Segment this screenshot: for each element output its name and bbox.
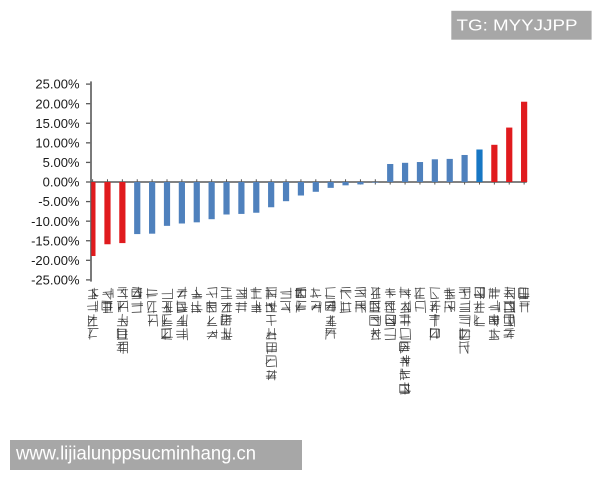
svg-text:-25.00%: -25.00% [31,273,80,288]
svg-text:-15.00%: -15.00% [31,233,80,248]
svg-text:20.00%: 20.00% [35,96,80,111]
svg-text:0.00%: 0.00% [43,175,80,190]
svg-text:10.00%: 10.00% [35,135,80,150]
svg-text:15.00%: 15.00% [35,116,80,131]
svg-text:-20.00%: -20.00% [31,253,80,268]
svg-text:25.00%: 25.00% [35,77,80,92]
svg-text:-5.00%: -5.00% [38,194,80,209]
svg-text:TG: MYYJJPP: TG: MYYJJPP [457,18,578,35]
svg-text:www.lijialunppsucminhang.cn: www.lijialunppsucminhang.cn [15,443,256,465]
svg-text:-10.00%: -10.00% [31,214,80,229]
svg-text:5.00%: 5.00% [43,155,80,170]
